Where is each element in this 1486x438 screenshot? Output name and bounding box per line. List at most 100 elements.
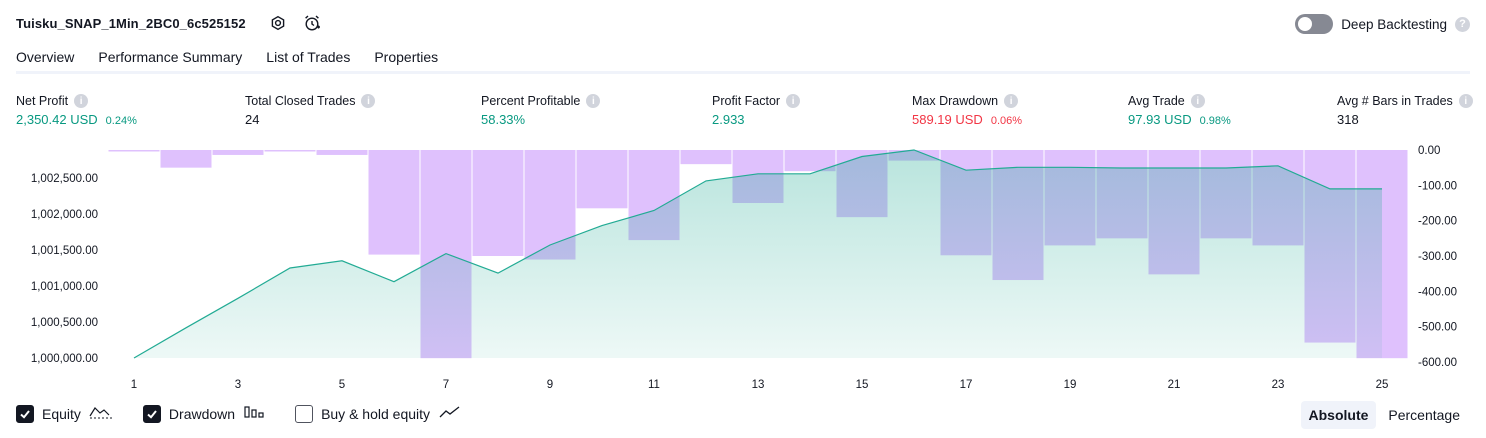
drawdown-bar <box>109 150 160 152</box>
legend-buy-hold[interactable]: Buy & hold equity <box>295 404 462 425</box>
x-axis-tick-label: 25 <box>1376 379 1389 391</box>
left-axis-tick-label: 1,000,500.00 <box>31 317 98 329</box>
metric-label: Max Drawdown <box>912 94 998 108</box>
drawdown-bar <box>317 150 368 155</box>
help-icon[interactable]: ? <box>1455 17 1470 32</box>
left-axis-tick-label: 1,001,000.00 <box>31 281 98 293</box>
metric-percent: 0.98% <box>1200 115 1231 127</box>
drawdown-bar <box>473 150 524 256</box>
drawdown-bar <box>213 150 264 155</box>
x-axis-tick-label: 1 <box>131 379 137 391</box>
metric-value: 589.19 USD <box>912 112 983 127</box>
metric-net-profit: Net Profit i 2,350.42 USD 0.24% <box>16 92 137 130</box>
right-axis-tick-label: -500.00 <box>1418 322 1457 334</box>
mode-percentage-button[interactable]: Percentage <box>1380 401 1468 429</box>
metric-value: 2,350.42 USD <box>16 112 98 127</box>
info-icon[interactable]: i <box>586 94 600 108</box>
metric-percent: 0.06% <box>991 115 1022 127</box>
x-axis-tick-label: 19 <box>1064 379 1077 391</box>
right-axis-tick-label: -600.00 <box>1418 357 1457 369</box>
legend-label: Drawdown <box>169 406 235 422</box>
deep-backtesting-label: Deep Backtesting <box>1341 17 1447 32</box>
metric-label: Avg # Bars in Trades <box>1337 94 1453 108</box>
right-axis-tick-label: -100.00 <box>1418 180 1457 192</box>
x-axis-tick-label: 9 <box>547 379 553 391</box>
legend-label: Buy & hold equity <box>321 406 430 422</box>
x-axis-tick-label: 17 <box>960 379 973 391</box>
metric-avg-bars-in-trades: Avg # Bars in Trades i 318 <box>1337 92 1473 130</box>
metric-label: Net Profit <box>16 94 68 108</box>
mode-absolute-button[interactable]: Absolute <box>1301 401 1377 429</box>
metric-value: 58.33% <box>481 112 525 127</box>
drawdown-bar <box>265 150 316 152</box>
right-axis-tick-label: 0.00 <box>1418 145 1440 157</box>
drawdown-bars-icon <box>243 404 265 425</box>
info-icon[interactable]: i <box>74 94 88 108</box>
tab-overview[interactable]: Overview <box>16 46 86 74</box>
metric-avg-trade: Avg Trade i 97.93 USD 0.98% <box>1128 92 1231 130</box>
right-axis-tick-label: -300.00 <box>1418 251 1457 263</box>
info-icon[interactable]: i <box>361 94 375 108</box>
deep-backtesting-toggle[interactable] <box>1295 14 1333 34</box>
left-axis-tick-label: 1,002,000.00 <box>31 209 98 221</box>
checkbox-buy-hold[interactable] <box>295 405 313 423</box>
metric-label: Percent Profitable <box>481 94 580 108</box>
equity-line-icon <box>89 404 113 425</box>
tabs-divider <box>16 71 1470 74</box>
strategy-title: Tuisku_SNAP_1Min_2BC0_6c525152 <box>16 16 246 31</box>
x-axis-tick-label: 3 <box>235 379 241 391</box>
left-axis-tick-label: 1,002,500.00 <box>31 173 98 185</box>
metric-label: Avg Trade <box>1128 94 1185 108</box>
info-icon[interactable]: i <box>1004 94 1018 108</box>
report-header: Tuisku_SNAP_1Min_2BC0_6c525152 Deep Back… <box>0 0 1486 46</box>
equity-chart: 1,000,000.00 1,000,500.00 1,001,000.00 1,00… <box>0 140 1486 400</box>
x-axis-tick-label: 11 <box>648 379 660 391</box>
toggle-knob <box>1298 17 1312 31</box>
info-icon[interactable]: i <box>786 94 800 108</box>
checkbox-equity[interactable] <box>16 405 34 423</box>
alarm-clock-add-icon[interactable] <box>302 13 322 33</box>
metric-label: Total Closed Trades <box>245 94 355 108</box>
value-mode-switch: Absolute Percentage <box>1301 401 1469 429</box>
right-axis-tick-label: -200.00 <box>1418 216 1457 228</box>
x-axis-tick-label: 15 <box>856 379 869 391</box>
legend-drawdown[interactable]: Drawdown <box>143 404 265 425</box>
drawdown-bar <box>577 150 628 208</box>
tab-list-of-trades[interactable]: List of Trades <box>254 46 362 74</box>
x-axis-tick-label: 5 <box>339 379 345 391</box>
metric-total-closed-trades: Total Closed Trades i 24 <box>245 92 375 130</box>
metric-percent-profitable: Percent Profitable i 58.33% <box>481 92 600 130</box>
legend-label: Equity <box>42 406 81 422</box>
metric-value: 24 <box>245 112 259 127</box>
left-axis-tick-label: 1,001,500.00 <box>31 245 98 257</box>
metric-value: 97.93 USD <box>1128 112 1192 127</box>
drawdown-bar <box>161 150 212 168</box>
metric-percent: 0.24% <box>106 115 137 127</box>
deep-backtesting-control: Deep Backtesting ? <box>1295 13 1470 35</box>
x-axis-tick-label: 13 <box>752 379 765 391</box>
info-icon[interactable]: i <box>1191 94 1205 108</box>
metric-value: 318 <box>1337 112 1359 127</box>
equity-chart-svg: 1,000,000.00 1,000,500.00 1,001,000.00 1,00… <box>0 140 1486 400</box>
left-axis-tick-label: 1,000,000.00 <box>31 353 98 365</box>
report-tabs: Overview Performance Summary List of Tra… <box>16 46 450 74</box>
tab-properties[interactable]: Properties <box>362 46 450 74</box>
checkbox-drawdown[interactable] <box>143 405 161 423</box>
metrics-row: Net Profit i 2,350.42 USD 0.24% Total Clos… <box>0 92 1486 132</box>
right-axis-tick-label: -400.00 <box>1418 286 1457 298</box>
tab-performance-summary[interactable]: Performance Summary <box>86 46 254 74</box>
info-icon[interactable]: i <box>1459 94 1473 108</box>
drawdown-bar <box>369 150 420 255</box>
buy-hold-line-icon <box>438 404 462 425</box>
legend-equity[interactable]: Equity <box>16 404 113 425</box>
x-axis-tick-label: 23 <box>1272 379 1285 391</box>
chart-legend: Equity Drawdown Buy & hold equity <box>16 402 492 426</box>
x-axis-tick-label: 7 <box>443 379 449 391</box>
metric-max-drawdown: Max Drawdown i 589.19 USD 0.06% <box>912 92 1022 130</box>
equity-area <box>134 150 1382 358</box>
gear-icon[interactable] <box>268 13 288 33</box>
metric-value: 2.933 <box>712 112 745 127</box>
x-axis-tick-label: 21 <box>1168 379 1181 391</box>
drawdown-bar <box>681 150 732 164</box>
metric-profit-factor: Profit Factor i 2.933 <box>712 92 800 130</box>
